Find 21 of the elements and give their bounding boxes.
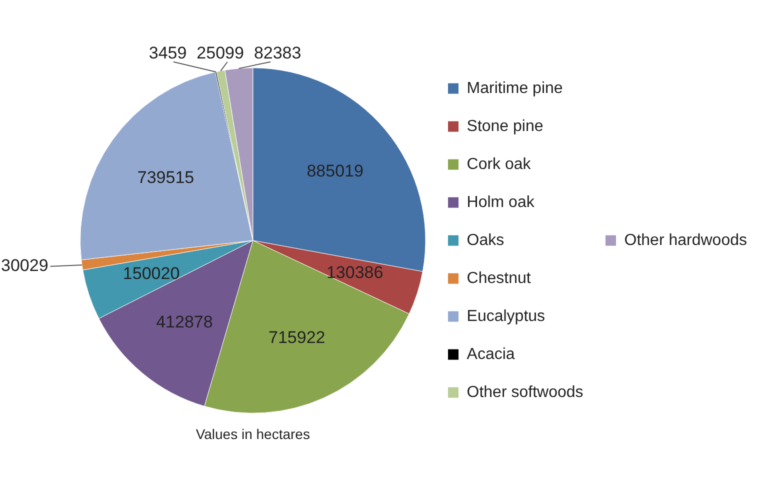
legend-label: Oaks bbox=[466, 232, 504, 249]
data-label: 130386 bbox=[326, 262, 384, 282]
legend-label: Maritime pine bbox=[466, 80, 563, 97]
legend-label: Other softwoods bbox=[466, 384, 584, 401]
data-label: 412878 bbox=[156, 312, 213, 332]
text: Values in hectares bbox=[196, 426, 310, 442]
legend-label: Holm oak bbox=[466, 194, 536, 211]
legend-label: Stone pine bbox=[466, 118, 544, 135]
data-label: 715922 bbox=[268, 328, 326, 347]
data-label: 885019 bbox=[306, 162, 364, 181]
legend-label: Other hardwoods bbox=[624, 232, 747, 249]
data-label: 150020 bbox=[122, 264, 180, 283]
legend-label: Chestnut bbox=[466, 270, 532, 287]
legend-label: Acacia bbox=[466, 346, 515, 363]
legend-label: Eucalyptus bbox=[466, 308, 546, 325]
data-label: 30029 bbox=[1, 256, 48, 276]
data-label: 3459 bbox=[148, 44, 187, 63]
data-label: 82383 bbox=[254, 44, 302, 63]
data-label: 25099 bbox=[196, 44, 244, 63]
legend-label: Cork oak bbox=[466, 156, 532, 173]
data-label: 739515 bbox=[137, 168, 194, 188]
